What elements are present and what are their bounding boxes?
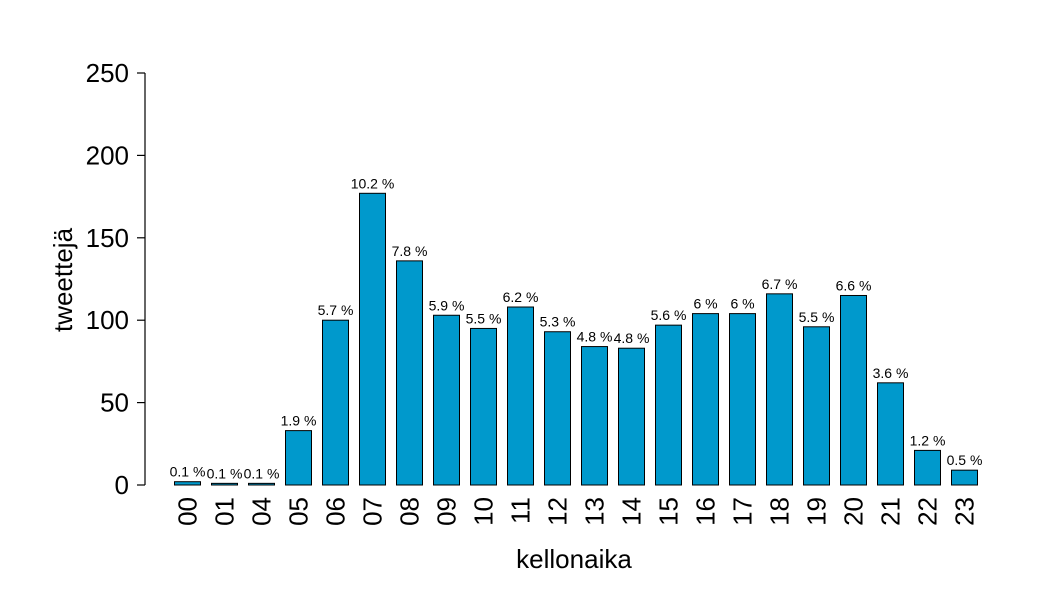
data-label-17: 6 % xyxy=(730,296,754,312)
data-label-15: 5.6 % xyxy=(651,307,687,323)
bar-06 xyxy=(322,319,349,486)
bar-05 xyxy=(285,430,312,486)
bars-group xyxy=(174,192,978,486)
data-label-09: 5.9 % xyxy=(429,297,465,313)
y-tick-label: 100 xyxy=(86,305,129,335)
x-tick-label-08: 08 xyxy=(395,497,425,526)
bar-00 xyxy=(174,481,201,486)
bar-08 xyxy=(396,260,423,486)
x-tick-label-22: 22 xyxy=(913,497,943,526)
y-tick-label: 0 xyxy=(115,470,129,500)
bar-15 xyxy=(655,324,682,486)
x-tick-label-21: 21 xyxy=(876,497,906,526)
x-tick-label-23: 23 xyxy=(950,497,980,526)
bar-11 xyxy=(507,306,534,486)
x-tick-labels: 00 01 04 05 06 07 08 09 10 11 12 13 14 15 16 17 18 19 20 21… xyxy=(173,497,980,526)
y-tick-label: 200 xyxy=(86,140,129,170)
data-label-06: 5.7 % xyxy=(318,302,354,318)
x-tick-label-04: 04 xyxy=(247,497,277,526)
x-tick-label-16: 16 xyxy=(691,497,721,526)
data-label-01: 0.1 % xyxy=(207,465,243,481)
bar-23 xyxy=(951,469,978,486)
x-tick-label-20: 20 xyxy=(839,497,869,526)
data-label-04: 0.1 % xyxy=(244,465,280,481)
x-tick-label-18: 18 xyxy=(765,497,795,526)
x-tick-label-01: 01 xyxy=(210,497,240,526)
data-label-14: 4.8 % xyxy=(614,330,650,346)
x-tick-label-10: 10 xyxy=(469,497,499,526)
bar-17 xyxy=(729,313,756,486)
data-label-08: 7.8 % xyxy=(392,243,428,259)
data-label-16: 6 % xyxy=(693,296,717,312)
data-label-05: 1.9 % xyxy=(281,413,317,429)
x-tick-label-09: 09 xyxy=(432,497,462,526)
x-tick-label-00: 00 xyxy=(173,497,203,526)
bar-16 xyxy=(692,313,719,486)
y-axis: 0 50 100 150 200 250 xyxy=(86,58,146,500)
y-tick-label: 50 xyxy=(100,388,129,418)
bar-14 xyxy=(618,347,645,486)
bar-19 xyxy=(803,326,830,486)
x-tick-label-14: 14 xyxy=(617,497,647,526)
bar-04 xyxy=(248,482,275,486)
x-axis-title: kellonaika xyxy=(516,544,632,574)
bar-07 xyxy=(359,192,386,486)
x-tick-label-15: 15 xyxy=(654,497,684,526)
x-tick-label-19: 19 xyxy=(802,497,832,526)
data-label-00: 0.1 % xyxy=(170,464,206,480)
x-tick-label-13: 13 xyxy=(580,497,610,526)
y-tick-label: 250 xyxy=(86,58,129,88)
data-label-21: 3.6 % xyxy=(873,365,909,381)
bar-01 xyxy=(211,482,238,486)
data-label-10: 5.5 % xyxy=(466,310,502,326)
x-tick-label-11: 11 xyxy=(506,497,536,524)
x-tick-label-05: 05 xyxy=(284,497,314,526)
data-label-11: 6.2 % xyxy=(503,289,539,305)
bar-22 xyxy=(914,449,941,486)
bar-10 xyxy=(470,327,497,486)
x-tick-label-12: 12 xyxy=(543,497,573,526)
y-axis-title: tweettejä xyxy=(48,227,78,332)
x-tick-label-07: 07 xyxy=(358,497,388,526)
data-label-20: 6.6 % xyxy=(836,277,872,293)
data-label-22: 1.2 % xyxy=(910,432,946,448)
data-label-07: 10.2 % xyxy=(351,175,395,191)
data-label-12: 5.3 % xyxy=(540,314,576,330)
data-label-13: 4.8 % xyxy=(577,329,613,345)
data-label-19: 5.5 % xyxy=(799,309,835,325)
bar-18 xyxy=(766,293,793,486)
bar-20 xyxy=(840,294,867,486)
bar-21 xyxy=(877,382,904,486)
y-tick-label: 150 xyxy=(86,223,129,253)
x-tick-label-06: 06 xyxy=(321,497,351,526)
bar-12 xyxy=(544,331,571,486)
data-label-23: 0.5 % xyxy=(947,452,983,468)
bar-09 xyxy=(433,314,460,486)
bar-13 xyxy=(581,346,608,486)
data-labels-group: 0.1 % 0.1 % 0.1 %1.9 %5.7 %10.2 %7.8 %5.9 … xyxy=(170,175,983,481)
data-label-18: 6.7 % xyxy=(762,276,798,292)
x-tick-label-17: 17 xyxy=(728,497,758,526)
